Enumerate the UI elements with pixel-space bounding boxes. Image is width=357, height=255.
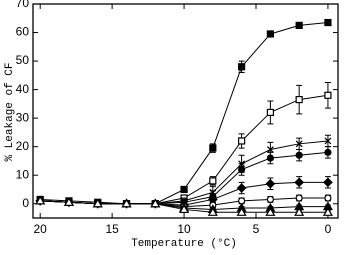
series-line [40,140,328,205]
y-tick-label: 70 [16,0,30,10]
plot-frame [32,3,339,219]
y-tick-label: 60 [16,25,30,39]
marker [209,177,217,185]
marker [35,195,46,205]
marker [266,195,274,204]
marker [324,18,332,27]
marker [295,21,303,29]
marker [209,144,217,152]
marker [92,198,103,208]
marker [323,177,333,188]
marker [238,137,246,145]
marker [236,183,247,193]
marker [150,198,161,208]
marker [324,148,332,156]
marker [238,165,246,174]
marker [324,137,332,145]
x-axis-label: Temperature (°C) [131,238,237,250]
marker [294,177,305,188]
x-tick-label: 15 [105,222,119,236]
marker [295,95,303,104]
y-axis-label: % Leakage of CF [4,62,16,161]
marker [324,91,332,99]
marker [295,194,303,202]
marker [295,140,303,148]
series-line [40,22,328,205]
marker [63,197,75,206]
x-tick-label: 0 [325,222,332,236]
marker [180,185,188,194]
marker [179,204,190,214]
marker [121,198,132,208]
y-tick-label: 50 [16,53,30,67]
marker [266,154,274,162]
marker [265,207,276,216]
y-tick-label: 40 [16,82,30,96]
marker [322,207,333,216]
marker [236,207,247,216]
y-tick-label: 20 [16,139,30,153]
marker [266,108,274,117]
marker [266,146,274,153]
marker [266,30,274,38]
x-tick-label: 20 [34,222,48,236]
y-tick-label: 30 [16,110,30,124]
marker [207,207,218,216]
marker [324,194,332,202]
marker [294,207,305,216]
marker [238,63,246,71]
y-tick-label: 0 [22,196,29,210]
marker [265,178,276,189]
marker [295,151,303,159]
x-tick-label: 10 [177,222,191,236]
x-tick-label: 5 [253,222,260,236]
y-tick-label: 10 [16,167,30,181]
